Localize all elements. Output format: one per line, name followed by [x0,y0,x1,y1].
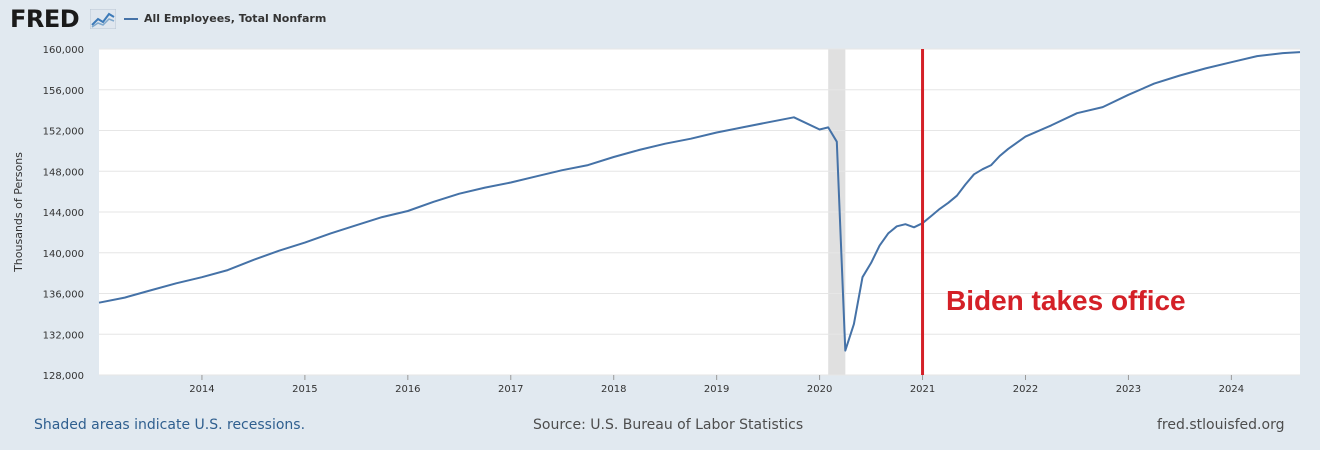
y-tick-label: 136,000 [43,290,84,301]
data-point [175,282,177,284]
x-tick-label: 2017 [498,384,523,395]
data-point [227,269,229,271]
data-point [844,350,846,352]
x-tick-label: 2023 [1116,384,1141,395]
data-point [870,262,872,264]
data-point [904,223,906,225]
x-tick-label: 2019 [704,384,729,395]
x-axis-ticks: 2014 2015 2016 2017 2018 2019 2020 2021 2022 2023… [189,375,1244,395]
data-point [98,302,100,304]
data-point [458,193,460,195]
data-point [1299,51,1301,53]
data-point [982,168,984,170]
y-axis-label: Thousands of Persons [12,152,25,273]
data-point [930,215,932,217]
data-point [973,173,975,175]
x-tick-label: 2016 [395,384,420,395]
legend[interactable]: All Employees, Total Nonfarm [124,12,326,25]
site-link[interactable]: fred.stlouisfed.org [1157,417,1285,433]
data-point [381,216,383,218]
data-point [1153,83,1155,85]
data-point [956,195,958,197]
data-point [862,276,864,278]
data-point [433,201,435,203]
data-point [330,232,332,234]
data-point [716,132,718,134]
legend-label: All Employees, Total Nonfarm [144,12,327,25]
data-point [1282,52,1284,54]
legend-swatch [124,17,138,20]
data-point [1076,112,1078,114]
data-point [304,242,306,244]
chart[interactable]: 128,000 132,000 136,000 140,000 144,000 148,0… [0,0,1320,410]
header: FRED All Employees, Total Nonfarm [0,0,1320,40]
data-point [1256,55,1258,57]
data-point [278,250,280,252]
data-point [853,323,855,325]
data-point [1179,75,1181,77]
y-tick-label: 144,000 [43,208,84,219]
data-point [1205,67,1207,69]
y-tick-label: 140,000 [43,249,84,260]
data-point [407,210,409,212]
data-point [484,187,486,189]
grid-layer [99,48,1300,376]
data-point [827,126,829,128]
x-tick-label: 2024 [1219,384,1244,395]
x-tick-label: 2020 [807,384,832,395]
data-point [793,116,795,118]
data-point [741,126,743,128]
data-point [1102,106,1104,108]
data-point [638,149,640,151]
data-point [690,138,692,140]
data-point [939,208,941,210]
y-tick-label: 156,000 [43,86,84,97]
data-point [947,202,949,204]
x-tick-label: 2015 [292,384,317,395]
data-point [1007,148,1009,150]
x-tick-label: 2014 [189,384,214,395]
data-point [896,225,898,227]
data-point [150,289,152,291]
y-tick-label: 160,000 [43,45,84,56]
data-point [1127,94,1129,96]
data-point [836,141,838,143]
recession-note[interactable]: Shaded areas indicate U.S. recessions. [34,417,306,433]
data-point [819,129,821,131]
annotation-text: Biden takes office [946,285,1186,316]
data-point [536,175,538,177]
data-point [1230,61,1232,63]
source-note: Source: U.S. Bureau of Labor Statistics [533,417,804,433]
data-point [1050,124,1052,126]
x-tick-label: 2021 [910,384,935,395]
data-point [510,182,512,184]
y-axis-ticks: 128,000 132,000 136,000 140,000 144,000 148,0… [43,45,84,382]
data-point [964,184,966,186]
x-tick-label: 2022 [1013,384,1038,395]
data-point [201,276,203,278]
fred-logo[interactable]: FRED [10,5,80,33]
data-point [1016,142,1018,144]
data-point [124,297,126,299]
x-tick-label: 2018 [601,384,626,395]
data-point [587,164,589,166]
data-point [767,121,769,123]
data-point [879,245,881,247]
line-chart-icon [90,9,116,29]
data-point [613,156,615,158]
data-point [664,143,666,145]
data-point [1025,136,1027,138]
data-point [913,226,915,228]
data-point [561,169,563,171]
y-tick-label: 128,000 [43,371,84,382]
data-point [252,259,254,261]
data-point [355,224,357,226]
series-line [98,51,1301,352]
data-point [990,164,992,166]
data-point [887,232,889,234]
data-point [999,155,1001,157]
y-tick-label: 132,000 [43,330,84,341]
y-tick-label: 152,000 [43,127,84,138]
y-tick-label: 148,000 [43,167,84,178]
